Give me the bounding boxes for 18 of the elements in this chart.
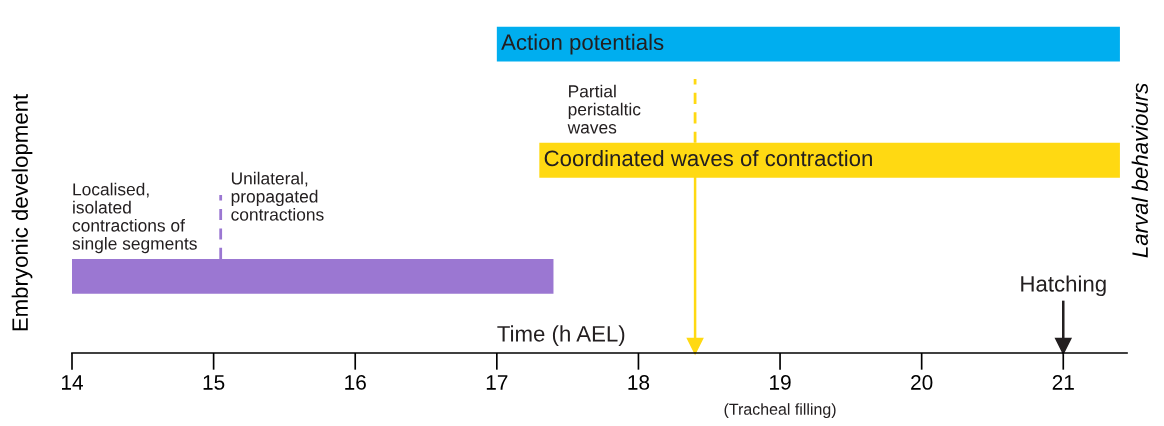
annotation: Partial peristaltic waves: [567, 84, 641, 134]
text: (Tracheal filling): [724, 403, 836, 419]
x-tick-label: 15: [203, 375, 225, 390]
x-tick-label: 21: [1052, 375, 1074, 390]
x-tick-label: 16: [345, 375, 366, 390]
y-tick-label: Coordinated waves of contraction: [544, 149, 872, 167]
y2-axis-title: Larval behaviours: [1131, 83, 1148, 258]
x-tick-label: 18: [628, 375, 650, 390]
annotation: Unilateral, propagated contractions: [231, 171, 324, 221]
x-tick-label: 17: [486, 375, 508, 390]
y-tick-label: Action potentials: [501, 33, 664, 55]
x-axis-title: Time (h AEL): [497, 325, 625, 347]
y-axis-title: Embryonic development: [11, 93, 33, 331]
annotation: Localised, isolated contractions of single segments: [72, 182, 197, 254]
x-tick-label: 19: [770, 375, 791, 390]
x-tick-label: 20: [911, 375, 933, 390]
ref-line-label: Hatching: [1021, 275, 1106, 297]
x-tick-label: 14: [62, 375, 83, 390]
